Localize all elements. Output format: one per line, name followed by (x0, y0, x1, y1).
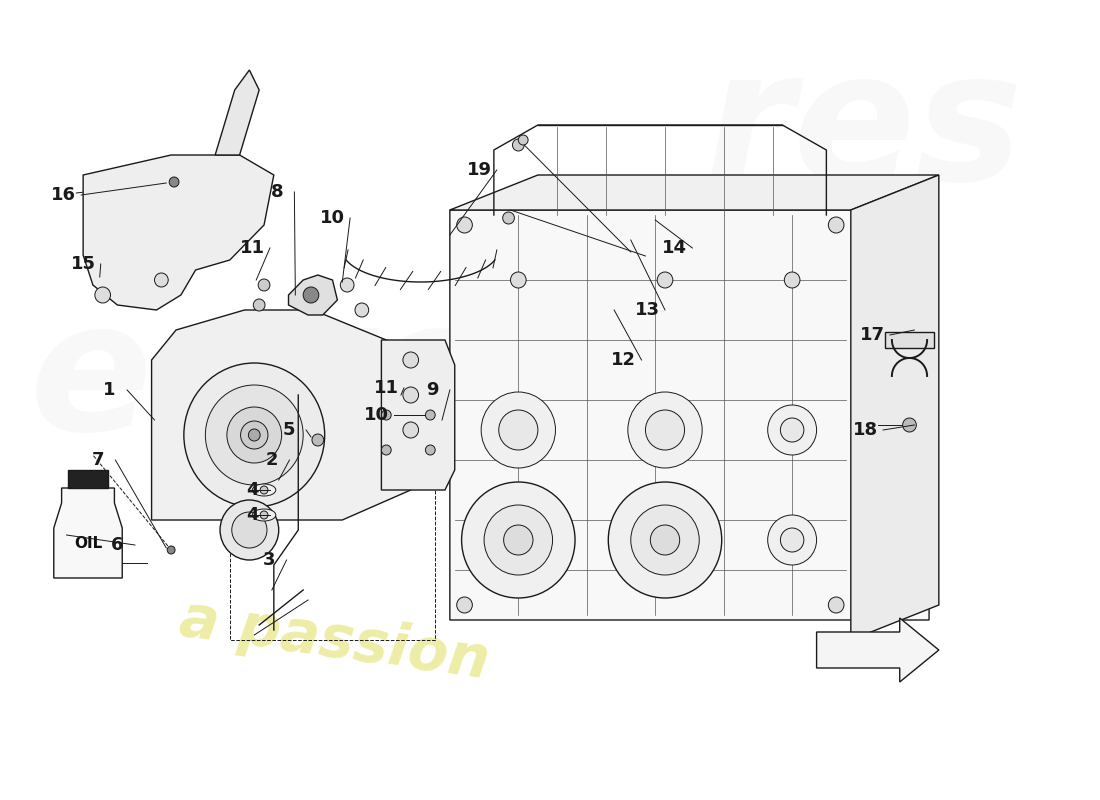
Circle shape (828, 217, 844, 233)
Text: 17: 17 (860, 326, 884, 344)
Text: OIL: OIL (74, 535, 102, 550)
Circle shape (220, 500, 278, 560)
Circle shape (657, 272, 673, 288)
Polygon shape (450, 210, 930, 620)
Text: 3: 3 (263, 551, 275, 569)
Circle shape (462, 482, 575, 598)
Polygon shape (84, 155, 274, 310)
Circle shape (312, 434, 323, 446)
Text: euro: euro (30, 292, 493, 468)
Circle shape (504, 525, 534, 555)
Text: 7: 7 (91, 451, 104, 469)
Circle shape (784, 272, 800, 288)
Circle shape (426, 445, 436, 455)
Circle shape (355, 303, 368, 317)
Polygon shape (886, 332, 934, 348)
Circle shape (340, 278, 354, 292)
Circle shape (206, 385, 304, 485)
Circle shape (169, 177, 179, 187)
Circle shape (403, 422, 419, 438)
Polygon shape (54, 488, 122, 578)
Circle shape (780, 528, 804, 552)
Text: 1: 1 (103, 381, 116, 399)
Text: a passion: a passion (176, 590, 493, 690)
Polygon shape (382, 340, 454, 490)
Circle shape (249, 429, 260, 441)
Polygon shape (816, 618, 938, 682)
Circle shape (630, 505, 700, 575)
Circle shape (628, 392, 702, 468)
Text: 9: 9 (426, 381, 439, 399)
Polygon shape (216, 70, 260, 155)
Circle shape (382, 410, 392, 420)
Circle shape (650, 525, 680, 555)
Text: 19: 19 (466, 161, 492, 179)
Circle shape (403, 352, 419, 368)
Text: 10: 10 (364, 406, 389, 424)
Circle shape (227, 407, 282, 463)
Text: 11: 11 (240, 239, 265, 257)
Circle shape (167, 546, 175, 554)
Polygon shape (450, 175, 938, 210)
Text: 10: 10 (320, 209, 345, 227)
Text: 14: 14 (662, 239, 688, 257)
Circle shape (260, 486, 268, 494)
Circle shape (510, 272, 526, 288)
Ellipse shape (252, 484, 276, 496)
Circle shape (503, 212, 515, 224)
Circle shape (646, 410, 684, 450)
Circle shape (260, 511, 268, 519)
Circle shape (768, 515, 816, 565)
Circle shape (828, 597, 844, 613)
Text: 13: 13 (635, 301, 660, 319)
Text: 8: 8 (271, 183, 283, 201)
Text: res: res (704, 42, 1023, 218)
Text: 11: 11 (374, 379, 399, 397)
Text: 18: 18 (852, 421, 878, 439)
Circle shape (184, 363, 324, 507)
Circle shape (154, 273, 168, 287)
Text: 85: 85 (666, 379, 781, 461)
Circle shape (456, 597, 472, 613)
Circle shape (903, 418, 916, 432)
Text: 16: 16 (51, 186, 76, 204)
Circle shape (304, 287, 319, 303)
Text: 5: 5 (283, 421, 295, 439)
Circle shape (481, 392, 556, 468)
Circle shape (484, 505, 552, 575)
Text: 2: 2 (265, 451, 278, 469)
Ellipse shape (252, 509, 276, 521)
Circle shape (780, 418, 804, 442)
Circle shape (403, 387, 419, 403)
Text: 4: 4 (246, 481, 258, 499)
Text: 12: 12 (612, 351, 637, 369)
Circle shape (241, 421, 268, 449)
Circle shape (232, 512, 267, 548)
Circle shape (253, 299, 265, 311)
Circle shape (382, 445, 392, 455)
Circle shape (95, 287, 110, 303)
Polygon shape (850, 175, 938, 640)
Polygon shape (152, 310, 440, 520)
Polygon shape (68, 470, 108, 488)
Circle shape (456, 217, 472, 233)
Circle shape (258, 279, 270, 291)
Text: 6: 6 (111, 536, 123, 554)
Circle shape (608, 482, 722, 598)
Circle shape (513, 139, 525, 151)
Circle shape (498, 410, 538, 450)
Polygon shape (288, 275, 338, 315)
Circle shape (518, 135, 528, 145)
Text: 15: 15 (70, 255, 96, 273)
Circle shape (426, 410, 436, 420)
Text: 4: 4 (246, 506, 258, 524)
Circle shape (768, 405, 816, 455)
